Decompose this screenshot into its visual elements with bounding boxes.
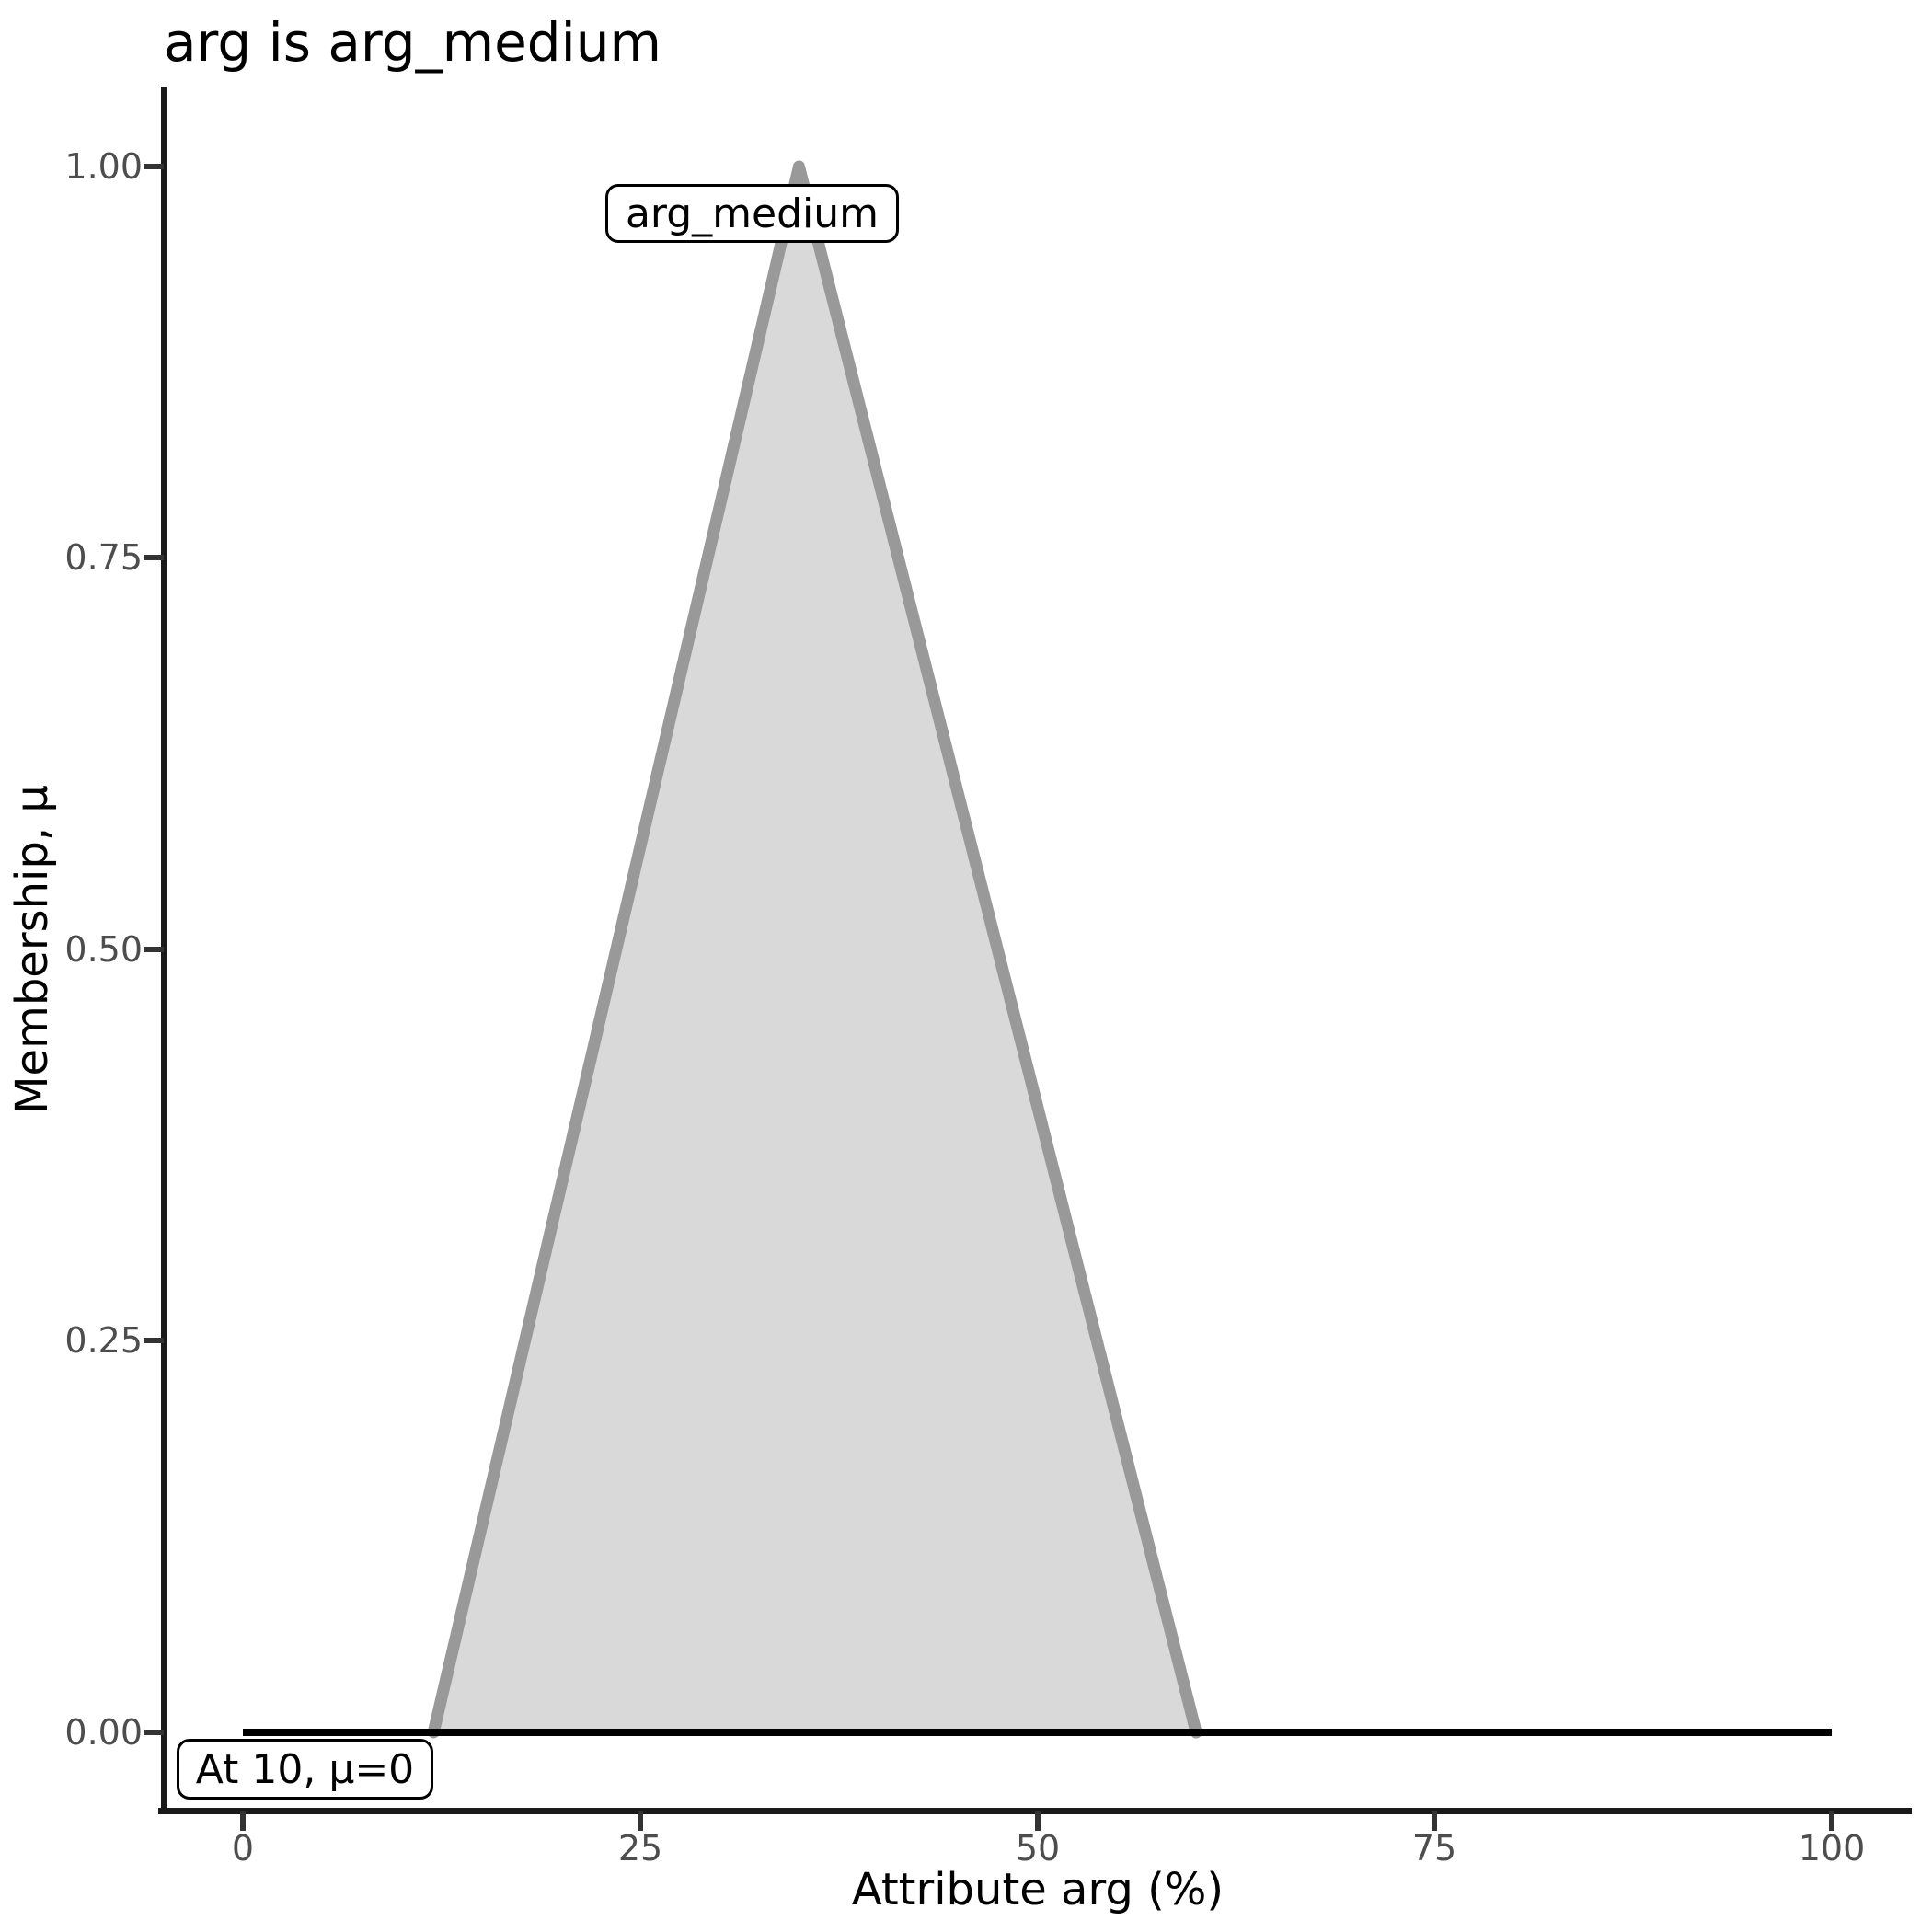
- x-tick-label: 75: [1411, 1828, 1457, 1869]
- x-tick-mark: [1829, 1811, 1834, 1831]
- y-tick-mark: [144, 555, 164, 560]
- x-tick-label: 0: [231, 1828, 255, 1869]
- x-tick-mark: [1035, 1811, 1041, 1831]
- x-tick-label: 25: [617, 1828, 663, 1869]
- evaluation-result-label-box: At 10, μ=0: [177, 1739, 433, 1800]
- y-tick-label: 0.00: [64, 1712, 143, 1753]
- membership-triangle: [427, 160, 1202, 1739]
- set-name-label-text: arg_medium: [625, 190, 880, 237]
- x-tick-mark: [638, 1811, 643, 1831]
- y-tick-mark: [144, 164, 164, 169]
- y-axis-line: [161, 87, 167, 1814]
- y-tick-label: 0.75: [64, 537, 143, 578]
- y-tick-mark: [144, 1730, 164, 1735]
- x-tick-mark: [240, 1811, 246, 1831]
- y-tick-label: 0.50: [64, 929, 143, 970]
- x-tick-label: 50: [1015, 1828, 1061, 1869]
- x-tick-label: 100: [1798, 1828, 1866, 1869]
- plot-title: arg is arg_medium: [164, 11, 661, 74]
- y-tick-label: 0.25: [64, 1320, 143, 1361]
- y-tick-mark: [144, 947, 164, 952]
- y-tick-mark: [144, 1338, 164, 1343]
- set-name-label-box: arg_medium: [605, 184, 899, 243]
- evaluation-result-label-text: At 10, μ=0: [195, 1745, 415, 1793]
- y-axis-title: Membership, μ: [6, 785, 58, 1114]
- y-tick-label: 1.00: [64, 146, 143, 187]
- x-axis-title: Attribute arg (%): [851, 1864, 1225, 1915]
- x-tick-mark: [1432, 1811, 1437, 1831]
